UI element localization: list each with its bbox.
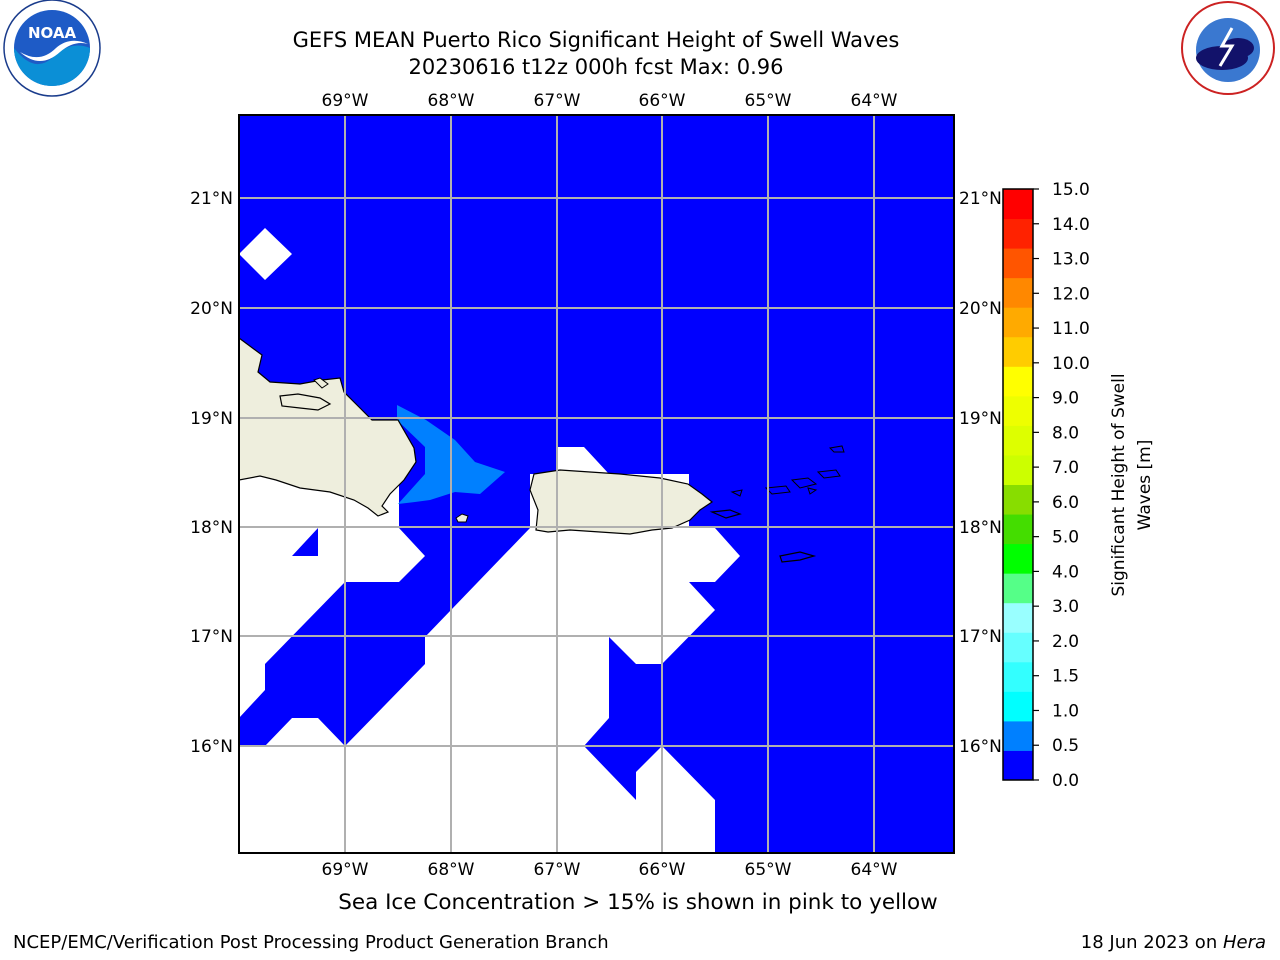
- lat-label: 16°N: [959, 737, 1002, 757]
- lat-label: 17°N: [959, 627, 1002, 647]
- lat-label: 16°N: [190, 737, 233, 757]
- lon-label: 65°W: [745, 91, 792, 111]
- colorbar-swatch: [1003, 661, 1033, 692]
- noaa-logo-text: NOAA: [28, 24, 77, 42]
- colorbar-swatch: [1003, 277, 1033, 308]
- nws-logo: [1181, 1, 1275, 95]
- colorbar-swatch: [1003, 720, 1033, 751]
- colorbar-tick-label: 10.0: [1052, 354, 1090, 374]
- colorbar-tick-label: 4.0: [1052, 562, 1079, 582]
- colorbar-swatch: [1003, 395, 1033, 426]
- lon-label: 65°W: [745, 860, 792, 880]
- colorbar-swatch: [1003, 514, 1033, 545]
- colorbar-swatch: [1003, 307, 1033, 338]
- lat-label: 19°N: [959, 409, 1002, 429]
- colorbar-tick-label: 7.0: [1052, 458, 1079, 478]
- colorbar-swatch: [1003, 218, 1033, 249]
- colorbar-tick-label: 14.0: [1052, 215, 1090, 235]
- map-frame: [238, 114, 955, 854]
- colorbar-swatch: [1003, 543, 1033, 574]
- noaa-logo: NOAA: [3, 0, 101, 97]
- title-line-2: 20230616 t12z 000h fcst Max: 0.96: [408, 55, 784, 79]
- title-line-1: GEFS MEAN Puerto Rico Significant Height…: [292, 28, 900, 52]
- lon-label: 68°W: [428, 91, 475, 111]
- land-puerto-rico: [529, 469, 714, 535]
- colorbar-swatch: [1003, 425, 1033, 456]
- colorbar-tick-label: 15.0: [1052, 180, 1090, 200]
- colorbar-tick-label: 9.0: [1052, 389, 1079, 409]
- lat-label: 21°N: [190, 189, 233, 209]
- colorbar-swatch: [1003, 632, 1033, 663]
- lon-label: 69°W: [322, 860, 369, 880]
- lat-labels-left: 21°N 20°N 19°N 18°N 17°N 16°N: [190, 189, 233, 757]
- colorbar-swatch: [1003, 189, 1033, 220]
- land-hispaniola: [239, 337, 417, 517]
- lat-label: 18°N: [959, 518, 1002, 538]
- colorbar-tick-label: 0.5: [1052, 736, 1079, 756]
- colorbar-tick-label: 0.0: [1052, 771, 1079, 791]
- lon-labels-top: 69°W 68°W 67°W 66°W 65°W 64°W: [322, 91, 898, 111]
- colorbar-tick-label: 12.0: [1052, 284, 1090, 304]
- colorbar-swatch: [1003, 336, 1033, 367]
- footer-machine: Hera: [1222, 932, 1266, 953]
- lon-label: 66°W: [639, 860, 686, 880]
- colorbar-label-line1: Significant Height of Swell: [1109, 373, 1129, 596]
- colorbar-tick-label: 1.0: [1052, 701, 1079, 721]
- colorbar-swatch: [1003, 573, 1033, 604]
- colorbar-swatch: [1003, 454, 1033, 485]
- lon-label: 69°W: [322, 91, 369, 111]
- colorbar: 15.0 14.0 13.0 12.0 11.0 10.0 9.0 8.0 7.0 6.0 5.0 4…: [1002, 180, 1155, 791]
- lon-label: 67°W: [534, 91, 581, 111]
- lon-label: 67°W: [534, 860, 581, 880]
- colorbar-swatch: [1003, 691, 1033, 722]
- lon-labels-bottom: 69°W 68°W 67°W 66°W 65°W 64°W: [322, 860, 898, 880]
- lat-label: 17°N: [190, 627, 233, 647]
- colorbar-swatch: [1003, 602, 1033, 633]
- lat-label: 19°N: [190, 409, 233, 429]
- colorbar-swatch: [1003, 248, 1033, 279]
- lon-label: 64°W: [851, 91, 898, 111]
- colorbar-swatch: [1003, 366, 1033, 397]
- colorbar-tick-label: 3.0: [1052, 597, 1079, 617]
- lat-label: 21°N: [959, 189, 1002, 209]
- lon-label: 66°W: [639, 91, 686, 111]
- lat-label: 18°N: [190, 518, 233, 538]
- footer-date: 18 Jun 2023 on Hera: [1081, 932, 1266, 953]
- colorbar-tick-label: 1.5: [1052, 667, 1079, 687]
- colorbar-swatch: [1003, 750, 1033, 781]
- footer-credit: NCEP/EMC/Verification Post Processing Pr…: [13, 932, 609, 953]
- colorbar-tick-label: 13.0: [1052, 250, 1090, 270]
- swell-field-0-05: [239, 115, 954, 853]
- gridlines: [239, 115, 954, 853]
- lat-label: 20°N: [959, 299, 1002, 319]
- colorbar-tick-label: 11.0: [1052, 319, 1090, 339]
- colorbar-swatch: [1003, 484, 1033, 515]
- lon-label: 68°W: [428, 860, 475, 880]
- lat-label: 20°N: [190, 299, 233, 319]
- footer-date-text: 18 Jun 2023 on: [1080, 932, 1223, 953]
- colorbar-label-line2: Waves [m]: [1135, 440, 1155, 531]
- map-area: [239, 115, 954, 853]
- sea-ice-note: Sea Ice Concentration > 15% is shown in …: [338, 890, 938, 915]
- colorbar-tick-label: 8.0: [1052, 423, 1079, 443]
- lat-labels-right: 21°N 20°N 19°N 18°N 17°N 16°N: [959, 189, 1002, 757]
- colorbar-tick-label: 5.0: [1052, 528, 1079, 548]
- lon-label: 64°W: [851, 860, 898, 880]
- colorbar-tick-label: 6.0: [1052, 493, 1079, 513]
- colorbar-tick-label: 2.0: [1052, 632, 1079, 652]
